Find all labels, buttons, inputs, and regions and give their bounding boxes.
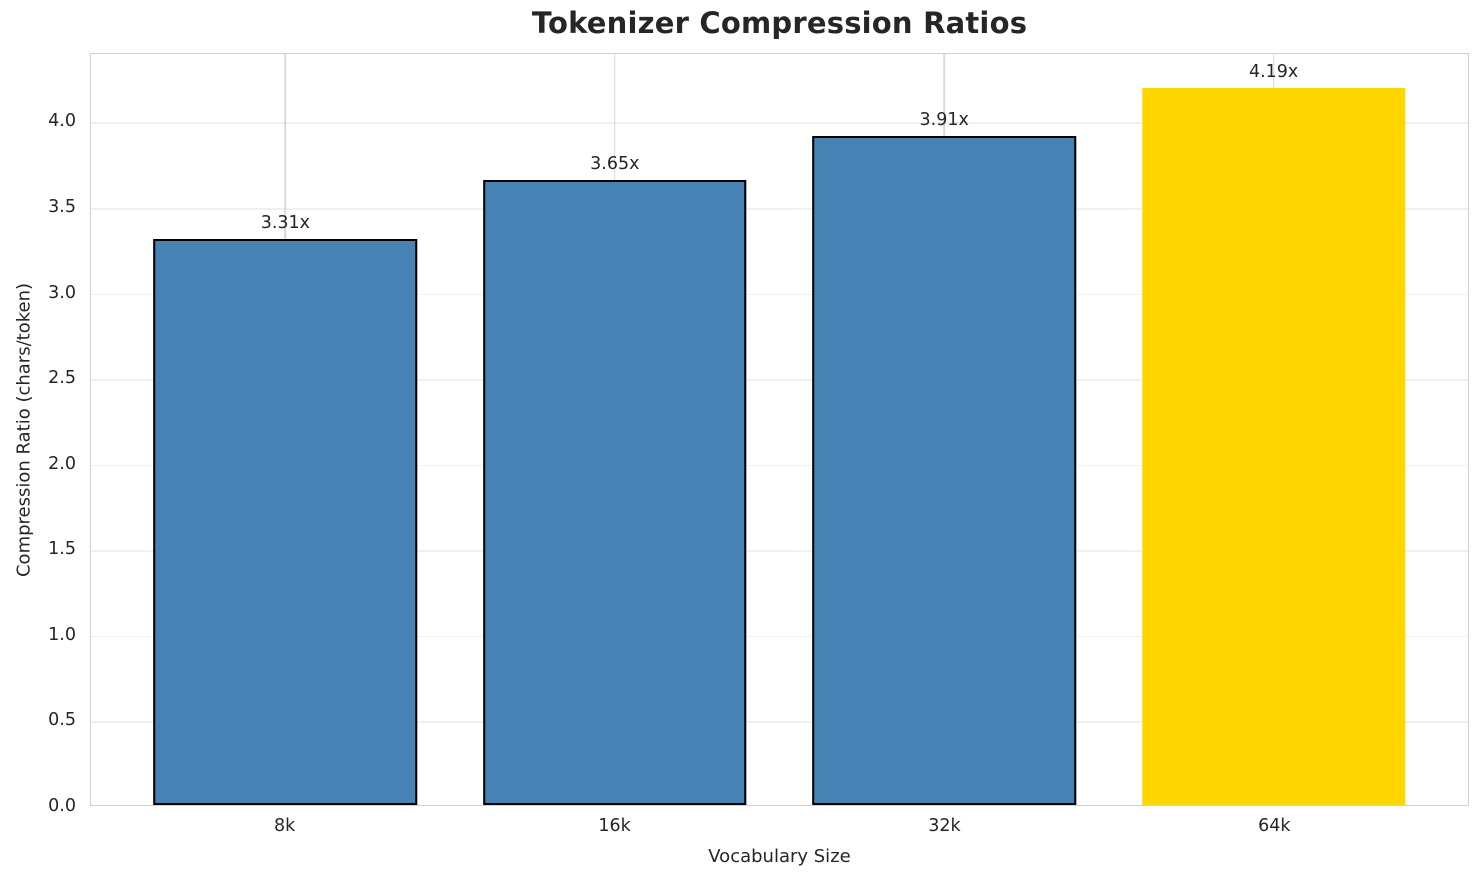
x-tick-label: 8k <box>274 816 296 836</box>
y-tick-label: 3.0 <box>48 282 76 303</box>
x-tick-label: 16k <box>598 816 631 836</box>
y-gridline <box>91 379 1468 381</box>
y-tick-label: 0.0 <box>48 796 76 816</box>
bar-64k <box>1141 87 1406 805</box>
y-gridline <box>91 721 1468 724</box>
y-gridline <box>91 464 1468 467</box>
x-axis-label: Vocabulary Size <box>708 846 851 867</box>
bar-value-label: 3.31x <box>260 212 311 233</box>
y-gridline <box>91 122 1468 125</box>
bar-value-label: 3.91x <box>919 109 969 130</box>
plot-area: 3.31x 3.65x 3.91x 4.19x <box>90 53 1469 806</box>
y-tick-label: 1.5 <box>48 539 76 560</box>
bar-8k <box>153 238 418 805</box>
bar-value-label: 4.19x <box>1248 61 1299 82</box>
chart-title: Tokenizer Compression Ratios <box>531 6 1028 40</box>
x-axis-tick-labels: 8k 16k 32k 64k <box>90 812 1469 840</box>
bar-16k <box>483 180 747 805</box>
y-tick-label: 2.0 <box>48 453 76 474</box>
y-tick-label: 3.5 <box>48 197 76 218</box>
y-gridline <box>91 208 1468 210</box>
x-tick-label: 32k <box>928 816 961 836</box>
bar-value-label: 3.65x <box>590 154 640 175</box>
y-tick-label: 1.0 <box>48 624 76 645</box>
y-gridline <box>91 635 1468 638</box>
x-tick-label: 64k <box>1258 816 1291 836</box>
bar-32k <box>812 135 1076 805</box>
y-tick-label: 0.5 <box>48 710 76 731</box>
y-tick-label: 4.0 <box>48 111 76 132</box>
y-gridline <box>91 550 1468 552</box>
y-axis-tick-labels: 0.0 0.5 1.0 1.5 2.0 2.5 3.0 3.5 4.0 <box>0 53 76 816</box>
y-gridline <box>91 293 1468 296</box>
y-tick-label: 2.5 <box>48 368 76 389</box>
